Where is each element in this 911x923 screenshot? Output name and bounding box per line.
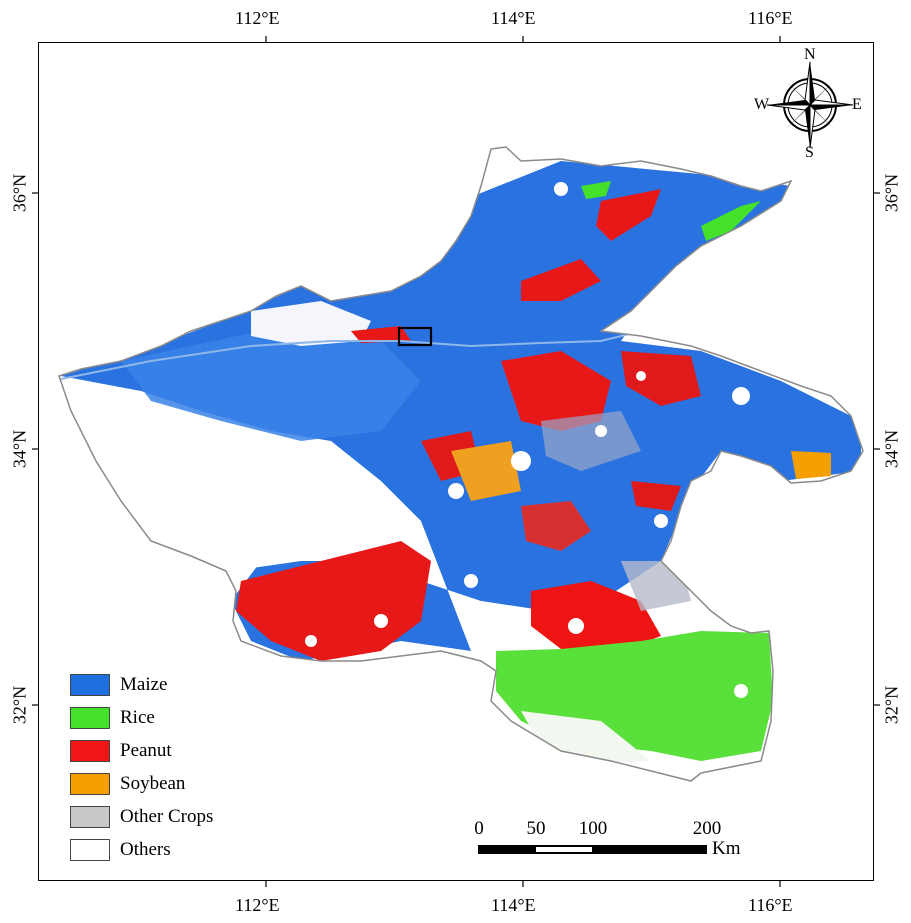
lat-label-left-34: 34°N <box>9 429 30 469</box>
legend-item-other-crops: Other Crops <box>70 800 270 833</box>
compass-w: W <box>754 96 770 113</box>
legend-swatch <box>70 838 110 861</box>
legend-label: Others <box>120 838 171 860</box>
map-canvas <box>58 146 864 782</box>
lon-label-top-112: 112°E <box>235 8 280 28</box>
legend-item-others: Others <box>70 833 270 866</box>
scale-unit: Km <box>712 838 741 859</box>
scale-label-100: 100 <box>578 818 608 839</box>
study-area-box <box>397 326 433 347</box>
legend-label: Maize <box>120 673 168 695</box>
legend-item-rice: Rice <box>70 701 270 734</box>
legend-item-maize: Maize <box>70 668 270 701</box>
legend-label: Peanut <box>120 739 172 761</box>
compass-rose-icon <box>766 61 854 149</box>
legend-item-peanut: Peanut <box>70 734 270 767</box>
lon-label-bottom-114: 114°E <box>491 895 536 915</box>
legend-swatch <box>70 673 110 696</box>
scale-label-0: 0 <box>474 818 484 839</box>
map-frame <box>38 42 874 881</box>
scale-bar-graphic <box>478 845 707 854</box>
lon-label-bottom-112: 112°E <box>235 895 280 915</box>
lat-label-right-36: 36°N <box>881 173 902 213</box>
legend: Maize Rice Peanut Soybean Other Crops Ot… <box>70 668 270 866</box>
legend-swatch <box>70 706 110 729</box>
compass-s: S <box>805 144 814 161</box>
lon-label-top-116: 116°E <box>748 8 793 28</box>
legend-label: Other Crops <box>120 805 214 827</box>
scale-label-200: 200 <box>692 818 722 839</box>
lat-label-left-36: 36°N <box>9 173 30 213</box>
north-arrow-compass: N S W E <box>752 46 862 161</box>
lat-label-left-32: 32°N <box>9 685 30 725</box>
lat-label-right-34: 34°N <box>881 429 902 469</box>
lon-label-bottom-116: 116°E <box>748 895 793 915</box>
legend-item-soybean: Soybean <box>70 767 270 800</box>
legend-label: Rice <box>120 706 155 728</box>
lon-label-top-114: 114°E <box>491 8 536 28</box>
scale-bar: 0 50 100 200 Km <box>470 818 750 868</box>
lat-label-right-32: 32°N <box>881 685 902 725</box>
compass-n: N <box>804 46 816 63</box>
legend-swatch <box>70 805 110 828</box>
scale-label-50: 50 <box>526 818 546 839</box>
legend-label: Soybean <box>120 772 186 794</box>
legend-swatch <box>70 772 110 795</box>
compass-e: E <box>852 96 862 113</box>
legend-swatch <box>70 739 110 762</box>
